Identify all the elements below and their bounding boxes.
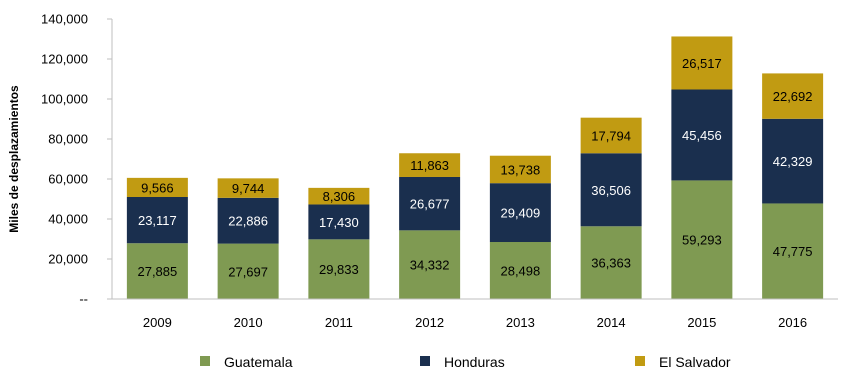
x-tick-label: 2016 [778,315,807,330]
data-label-guatemala-2009: 27,885 [137,264,177,279]
x-tick-label: 2015 [687,315,716,330]
x-tick-label: 2011 [325,315,353,330]
bar-segment-el-salvador-2013 [489,155,551,184]
bar-segment-el-salvador-2012 [399,153,461,177]
data-label-honduras-2015: 45,456 [682,128,722,143]
bar-segment-guatemala-2014 [580,226,642,299]
data-label-el-salvador-2010: 9,744 [232,181,265,196]
data-label-honduras-2009: 23,117 [138,213,177,228]
data-label-el-salvador-2014: 17,794 [591,128,631,143]
bar-segment-honduras-2009 [126,196,188,244]
bar-segment-honduras-2010 [217,197,279,244]
bar-segment-honduras-2014 [580,153,642,227]
data-label-guatemala-2010: 27,697 [228,264,268,279]
bar-segment-honduras-2012 [399,176,461,231]
data-label-guatemala-2012: 34,332 [410,258,450,273]
y-tick-label: 80,000 [48,132,88,147]
data-label-honduras-2011: 17,430 [319,215,359,230]
y-tick-label: 40,000 [48,212,88,227]
legend-swatch-el-salvador [635,356,645,366]
data-label-el-salvador-2011: 8,306 [323,189,356,204]
data-label-el-salvador-2009: 9,566 [141,180,174,195]
x-tick-label: 2012 [415,315,444,330]
data-label-honduras-2013: 29,409 [500,206,540,221]
y-tick-label: 60,000 [48,172,88,187]
data-label-guatemala-2016: 47,775 [773,244,813,259]
bar-segment-guatemala-2010 [217,243,279,299]
data-label-guatemala-2011: 29,833 [319,262,359,277]
x-tick-label: 2014 [597,315,626,330]
y-tick-label: 120,000 [41,52,88,67]
legend-swatch-honduras [420,356,430,366]
bar-segment-el-salvador-2015 [671,36,733,90]
legend-swatch-guatemala [200,356,210,366]
data-label-honduras-2016: 42,329 [773,154,813,169]
bar-segment-guatemala-2012 [399,230,461,299]
bar-segment-guatemala-2015 [671,180,733,299]
data-label-honduras-2014: 36,506 [591,183,631,198]
bar-segment-el-salvador-2009 [126,177,188,197]
bar-segment-el-salvador-2011 [308,187,370,205]
y-axis: -- 20,000 40,000 60,000 80,000 100,000 120,000… [41,12,113,307]
y-tick-label: -- [79,292,88,307]
x-tick-label: 2009 [143,315,172,330]
bar-segment-guatemala-2011 [308,239,370,299]
y-tick-label: 20,000 [48,252,88,267]
bar-segment-guatemala-2013 [489,242,551,299]
bars: 27,885 23,117 9,566 27,697 22,886 9,744 29,833… [126,36,824,299]
bar-segment-guatemala-2016 [762,203,824,299]
x-tick-label: 2013 [506,315,535,330]
data-label-guatemala-2015: 59,293 [682,233,722,248]
legend-label-honduras: Honduras [444,354,505,370]
y-tick-label: 100,000 [41,92,88,107]
bar-segment-honduras-2015 [671,89,733,181]
data-label-guatemala-2014: 36,363 [591,256,631,271]
bar-segment-honduras-2013 [489,183,551,243]
data-label-honduras-2012: 26,677 [410,197,450,212]
bar-segment-honduras-2016 [762,118,824,204]
x-axis: 2009 2010 2011 2012 2013 2014 2015 2016 [112,298,838,330]
data-label-el-salvador-2013: 13,738 [500,162,540,177]
legend-label-el-salvador: El Salvador [659,354,731,370]
x-tick-label: 2010 [234,315,263,330]
legend: Guatemala Honduras El Salvador [200,354,731,370]
bar-segment-el-salvador-2016 [762,73,824,119]
y-tick-label: 140,000 [41,12,88,27]
bar-segment-honduras-2011 [308,204,370,240]
data-label-el-salvador-2012: 11,863 [410,158,449,173]
data-label-guatemala-2013: 28,498 [500,264,540,279]
bar-segment-guatemala-2009 [126,243,188,299]
data-label-el-salvador-2015: 26,517 [682,56,722,71]
bar-segment-el-salvador-2010 [217,178,279,198]
y-axis-label: Miles de desplazamientos [7,85,21,233]
data-label-honduras-2010: 22,886 [228,214,268,229]
bar-segment-el-salvador-2014 [580,117,642,154]
legend-label-guatemala: Guatemala [224,354,293,370]
data-label-el-salvador-2016: 22,692 [773,89,813,104]
